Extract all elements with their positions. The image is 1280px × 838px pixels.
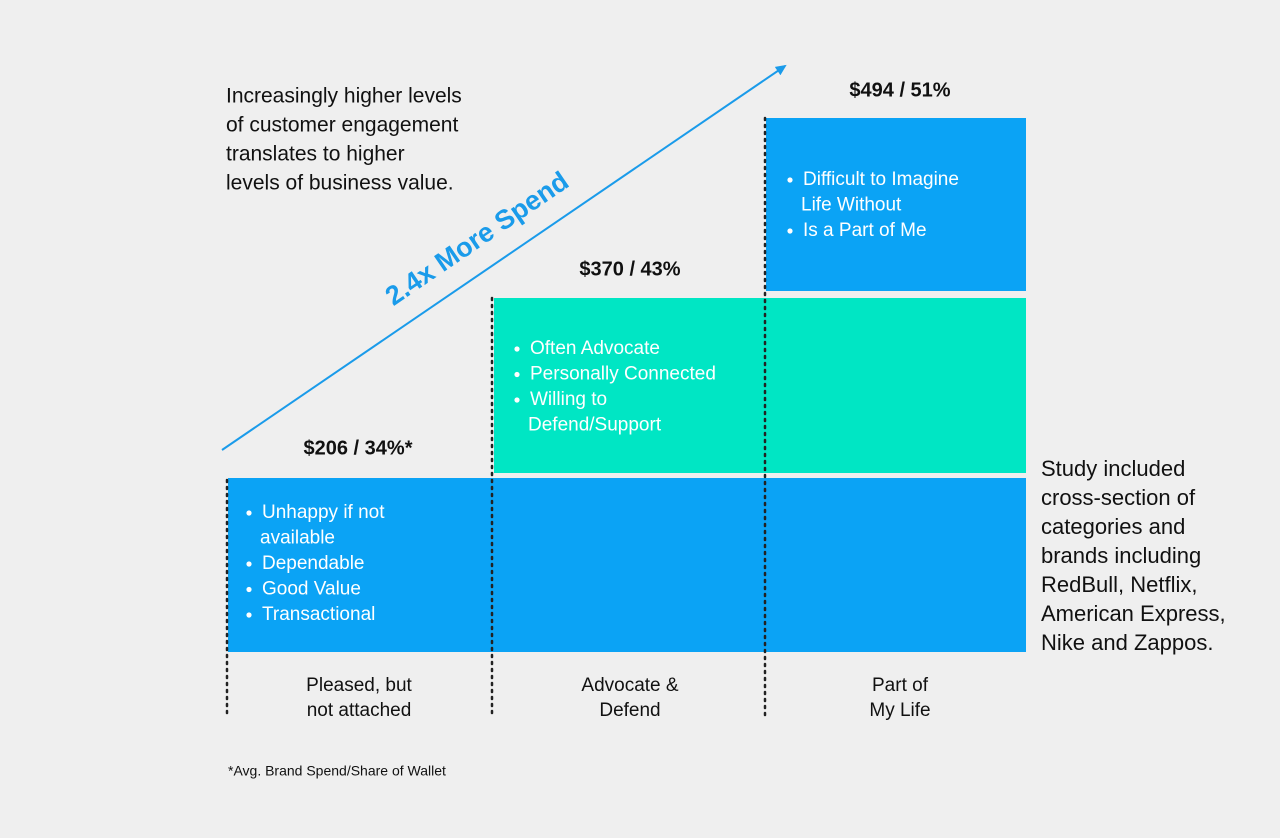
- bullet-dot: [514, 397, 520, 403]
- bullet-text: Good Value: [262, 579, 361, 600]
- bullet-dot: [246, 612, 252, 618]
- note-text: American Express,: [1041, 601, 1226, 626]
- bullet-dot: [787, 228, 793, 234]
- bullet-dot: [514, 371, 520, 378]
- note-text: RedBull, Netflix,: [1041, 572, 1198, 597]
- bullet-dot: [246, 561, 252, 567]
- bullet-text: Dependable: [262, 553, 364, 574]
- bullet-dot: [787, 177, 793, 183]
- note-text: Study included: [1041, 456, 1185, 481]
- category-label: Advocate &: [581, 675, 678, 696]
- intro-text: translates to higher: [226, 143, 405, 166]
- bullet-text: Often Advocate: [530, 338, 660, 359]
- category-label: Pleased, but: [306, 675, 412, 696]
- bullet-dot: [514, 346, 520, 352]
- arrow: [221, 64, 787, 451]
- bullet-text: Is a Part of Me: [803, 220, 927, 241]
- bullet-text: Life Without: [801, 195, 902, 216]
- footnote: *Avg. Brand Spend/Share of Wallet: [228, 763, 446, 779]
- category-label: not attached: [307, 700, 412, 721]
- tier-block: [766, 118, 1026, 291]
- bullet-text: Defend/Support: [528, 415, 662, 436]
- note-text: brands including: [1041, 543, 1201, 568]
- value-label: $494 / 51%: [849, 79, 950, 101]
- note-text: cross-section of: [1041, 485, 1196, 510]
- intro-text: levels of business value.: [226, 172, 454, 195]
- intro-text: Increasingly higher levels: [226, 85, 462, 108]
- intro-text: of customer engagement: [226, 114, 458, 137]
- category-label: My Life: [869, 700, 930, 721]
- value-label: $206 / 34%*: [304, 437, 413, 459]
- bullet-dot: [246, 510, 252, 516]
- bullet-text: Difficult to Imagine: [803, 169, 959, 190]
- category-label: Part of: [872, 675, 929, 696]
- bullet-dot: [246, 586, 252, 593]
- tier-block: [228, 478, 1026, 652]
- bullet-text: available: [260, 528, 335, 549]
- category-label: Defend: [599, 700, 660, 721]
- bullet-text: Willing to: [530, 389, 607, 410]
- tier-block: [494, 298, 1026, 473]
- bullet-text: Transactional: [262, 604, 375, 625]
- note-text: Nike and Zappos.: [1041, 630, 1213, 655]
- bullet-text: Personally Connected: [530, 364, 716, 385]
- bullet-text: Unhappy if not: [262, 502, 385, 523]
- value-label: $370 / 43%: [579, 258, 680, 280]
- note-text: categories and: [1041, 514, 1185, 539]
